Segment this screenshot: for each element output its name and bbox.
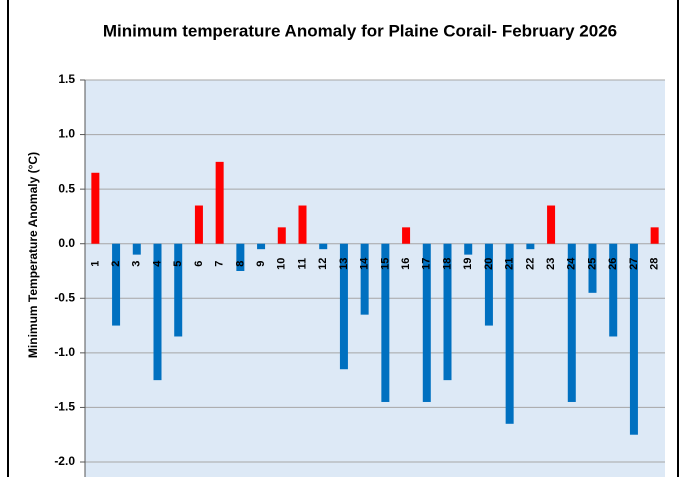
y-tick-label: -1.5 <box>54 400 75 414</box>
bar <box>609 243 618 337</box>
x-tick-label: 8 <box>234 261 246 267</box>
x-tick-label: 28 <box>649 258 661 270</box>
x-tick-label: 11 <box>296 258 308 270</box>
bar <box>153 243 162 381</box>
x-tick-label: 20 <box>483 258 495 270</box>
y-tick-label: 1.0 <box>58 127 75 141</box>
y-tick-label: 0.5 <box>58 181 75 195</box>
bar <box>91 172 100 244</box>
x-tick-label: 22 <box>524 258 536 270</box>
x-tick-label: 6 <box>193 261 205 267</box>
x-tick-label: 21 <box>504 258 516 270</box>
bar <box>588 243 597 293</box>
bar <box>236 243 245 271</box>
x-tick-label: 12 <box>317 258 329 270</box>
bar <box>443 243 452 381</box>
y-tick-label: -2.0 <box>54 454 75 468</box>
bar <box>526 243 535 250</box>
bar <box>381 243 390 402</box>
bar <box>277 227 286 244</box>
bar <box>464 243 473 255</box>
x-tick-label: 16 <box>400 258 412 270</box>
bar <box>194 205 203 244</box>
y-tick-label: -0.5 <box>54 290 75 304</box>
bar <box>339 243 348 370</box>
bar <box>505 243 514 424</box>
x-tick-label: 7 <box>214 261 226 267</box>
x-tick-label: 17 <box>421 258 433 270</box>
x-tick-label: 25 <box>586 258 598 270</box>
bar <box>298 205 307 244</box>
bar <box>484 243 493 326</box>
x-tick-label: 4 <box>151 260 163 267</box>
x-tick-label: 10 <box>276 258 288 270</box>
x-tick-label: 24 <box>566 257 578 270</box>
bar <box>422 243 431 402</box>
y-tick-label: -1.0 <box>54 345 75 359</box>
bar <box>257 243 266 250</box>
x-tick-label: 2 <box>110 261 122 267</box>
x-tick-label: 9 <box>255 261 267 267</box>
bar <box>132 243 141 255</box>
bar <box>174 243 183 337</box>
plot-area <box>85 80 665 477</box>
x-tick-label: 14 <box>359 257 371 270</box>
x-tick-label: 23 <box>545 258 557 270</box>
y-tick-label: 0.0 <box>58 236 75 250</box>
x-tick-label: 26 <box>607 258 619 270</box>
bar <box>650 227 659 244</box>
x-tick-label: 27 <box>628 258 640 270</box>
bar <box>319 243 328 250</box>
bar <box>629 243 638 435</box>
x-tick-label: 1 <box>89 261 101 267</box>
bar <box>112 243 121 326</box>
x-tick-label: 15 <box>379 258 391 270</box>
chart-title: Minimum temperature Anomaly for Plaine C… <box>103 21 617 40</box>
x-tick-label: 19 <box>462 258 474 270</box>
bar <box>215 161 224 244</box>
bar <box>402 227 411 244</box>
x-tick-label: 3 <box>131 261 143 267</box>
x-tick-label: 18 <box>441 258 453 270</box>
y-tick-label: 1.5 <box>58 72 75 86</box>
bar <box>547 205 556 244</box>
x-tick-label: 5 <box>172 261 184 267</box>
bar <box>567 243 576 402</box>
y-axis-label: Minimum Temperature Anomaly (°C) <box>26 152 40 358</box>
bar <box>360 243 369 315</box>
x-tick-label: 13 <box>338 258 350 270</box>
